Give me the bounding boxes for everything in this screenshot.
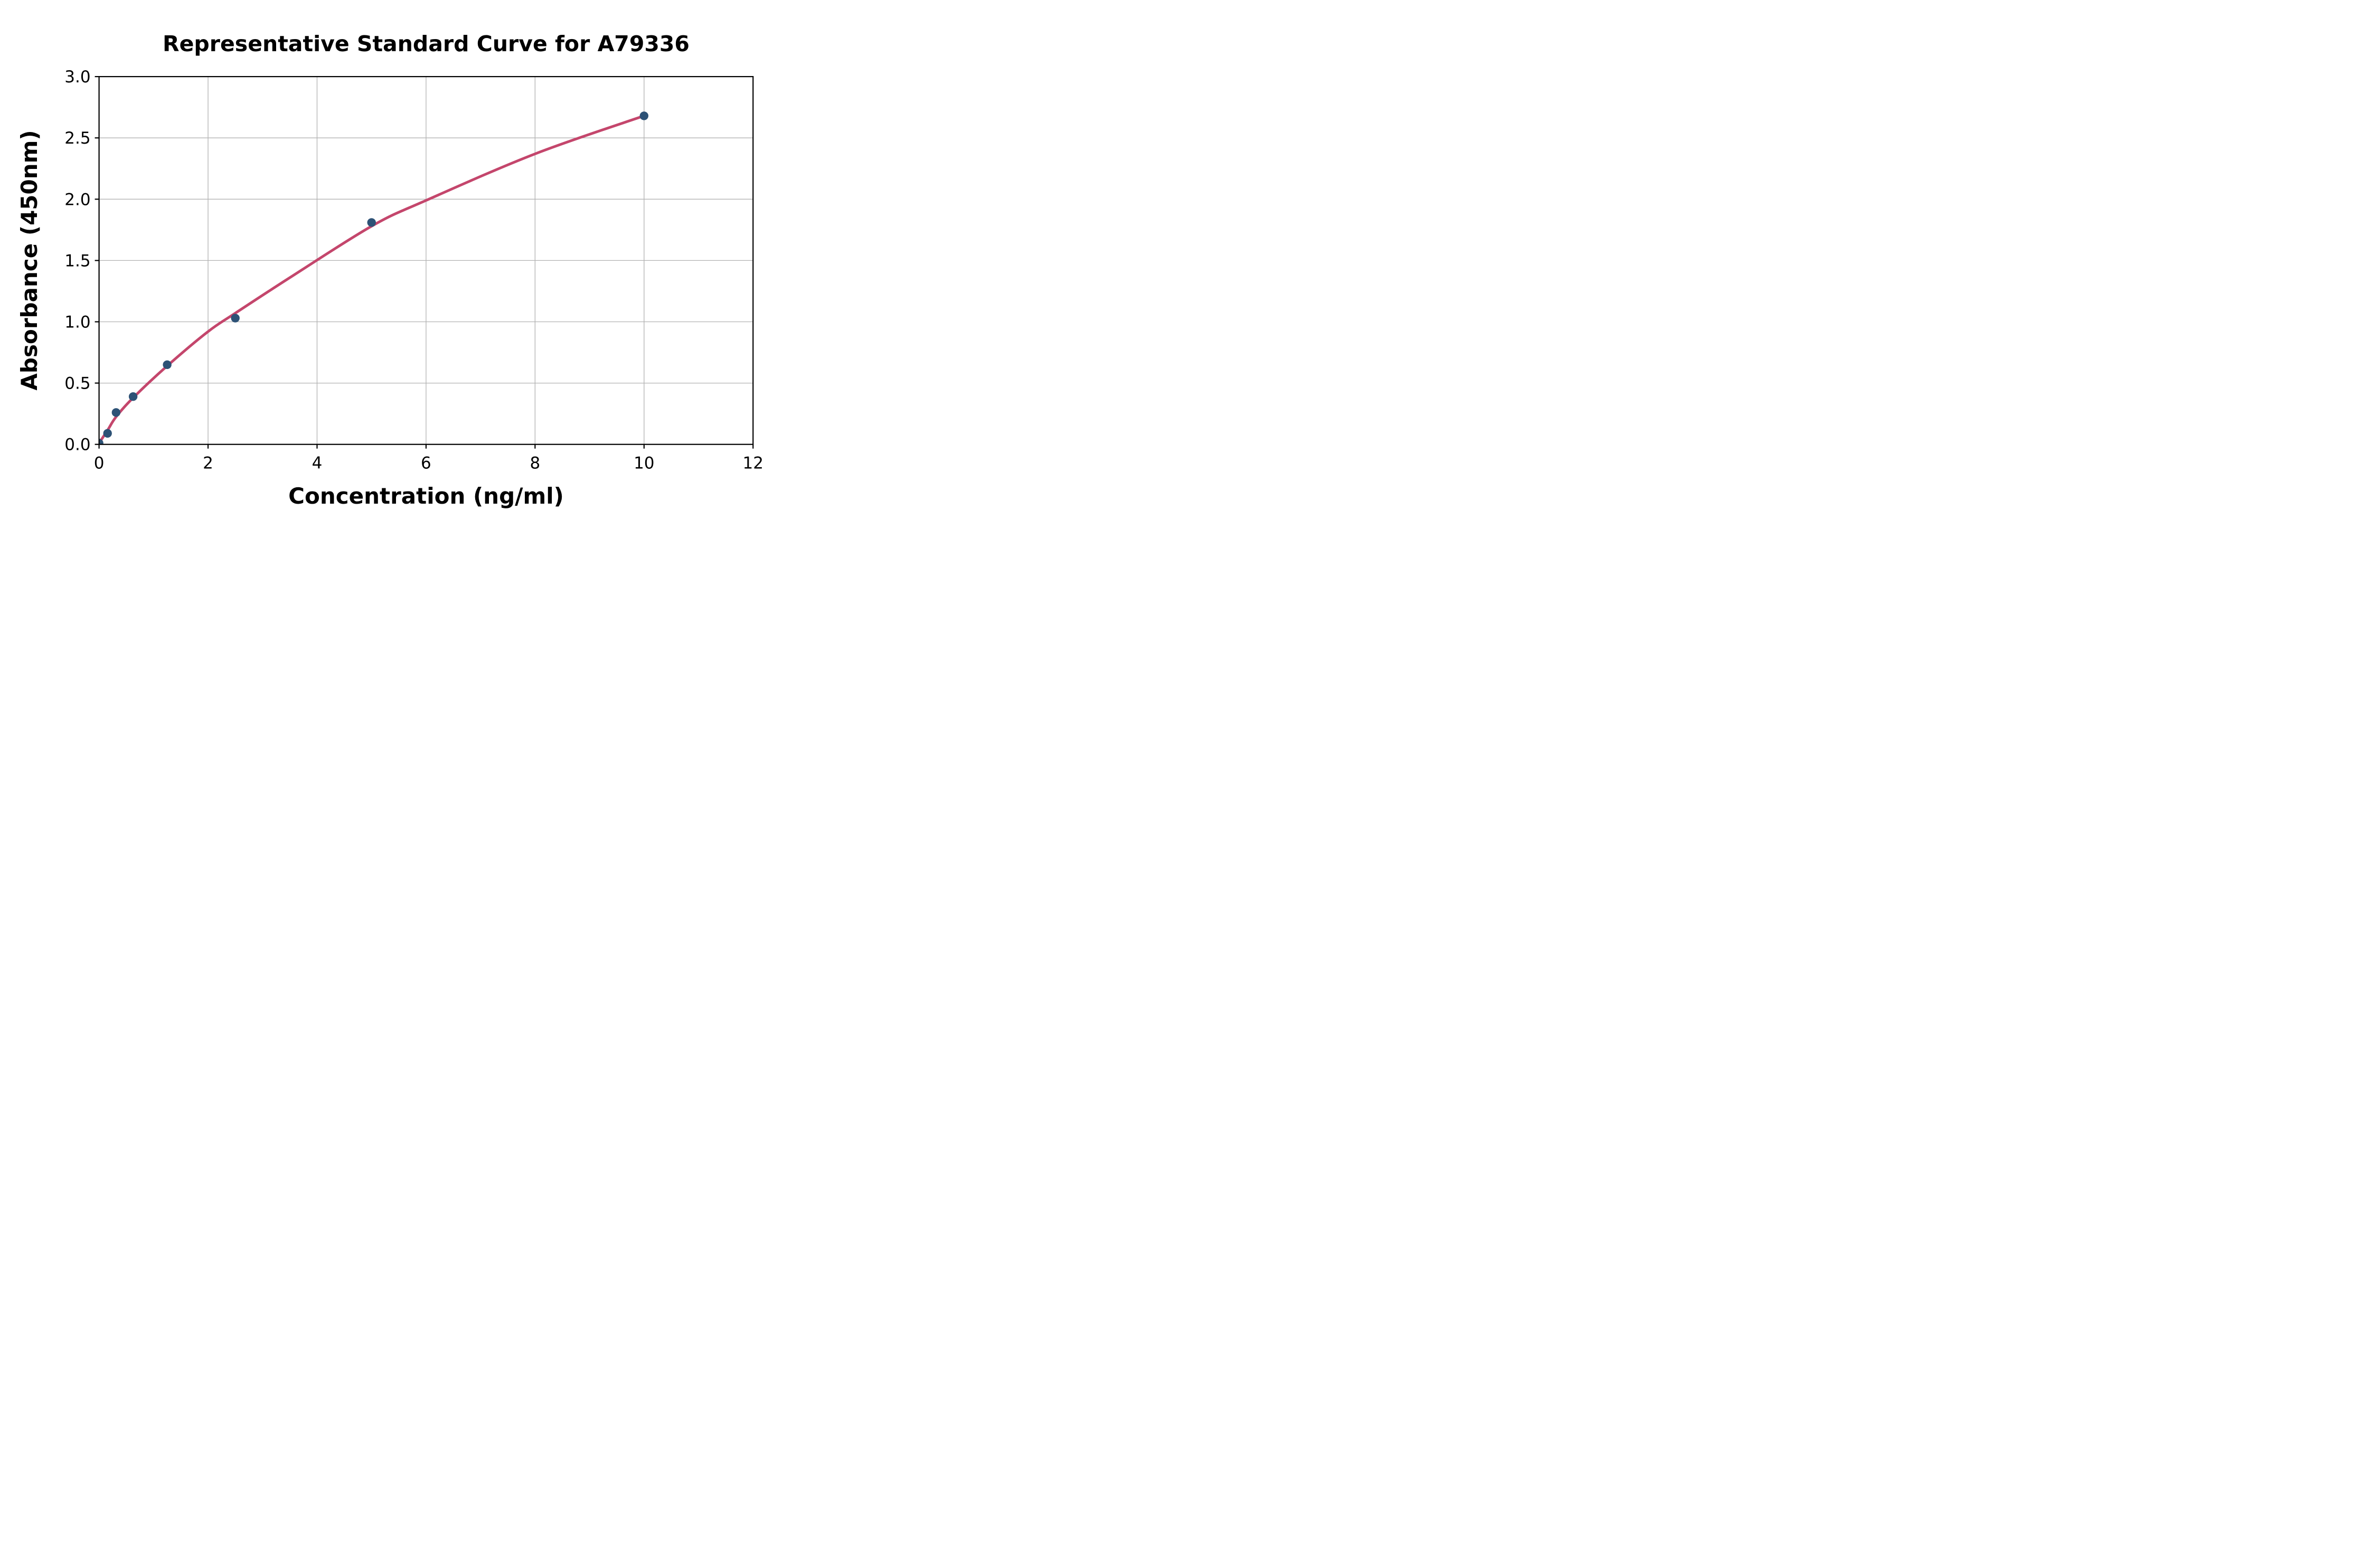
data-point-marker <box>639 111 649 120</box>
y-tick-label: 1.0 <box>64 313 90 332</box>
axis-tick-labels: 0 2 4 6 8 10 12 0.0 0.5 1.0 1.5 2.0 2.5 3.0 <box>64 68 763 473</box>
x-axis-label: Concentration (ng/ml) <box>288 483 564 509</box>
y-tick-label: 3.0 <box>64 68 90 87</box>
x-tick-label: 10 <box>634 454 654 473</box>
x-tick-label: 12 <box>743 454 763 473</box>
standard-curve-chart: 0 2 4 6 8 10 12 0.0 0.5 1.0 1.5 2.0 2.5 3.0 Represent… <box>16 31 763 509</box>
y-tick-label: 0.0 <box>64 436 90 455</box>
plot-border <box>98 76 754 445</box>
data-point-marker <box>367 218 376 227</box>
x-tick-label: 8 <box>530 454 540 473</box>
figure: 0 2 4 6 8 10 12 0.0 0.5 1.0 1.5 2.0 2.5 3.0 Represent… <box>0 0 792 523</box>
y-tick-label: 1.5 <box>64 251 90 270</box>
data-point-marker <box>231 314 240 323</box>
data-point-marker <box>163 360 172 369</box>
axis-ticks <box>95 76 754 449</box>
data-point-marker <box>128 392 138 401</box>
fitted-curve-line <box>99 114 646 445</box>
x-tick-label: 6 <box>421 454 431 473</box>
x-tick-label: 0 <box>94 454 105 473</box>
x-tick-label: 2 <box>203 454 213 473</box>
y-tick-label: 2.5 <box>64 129 90 148</box>
x-tick-label: 4 <box>312 454 323 473</box>
chart-title: Representative Standard Curve for A79336 <box>163 31 690 56</box>
y-axis-label: Absorbance (450nm) <box>16 130 42 390</box>
data-point-marker <box>103 429 112 438</box>
data-series <box>99 111 649 445</box>
data-point-marker <box>99 439 103 445</box>
data-point-marker <box>111 408 121 417</box>
y-tick-label: 2.0 <box>64 190 90 209</box>
y-tick-label: 0.5 <box>64 374 90 393</box>
